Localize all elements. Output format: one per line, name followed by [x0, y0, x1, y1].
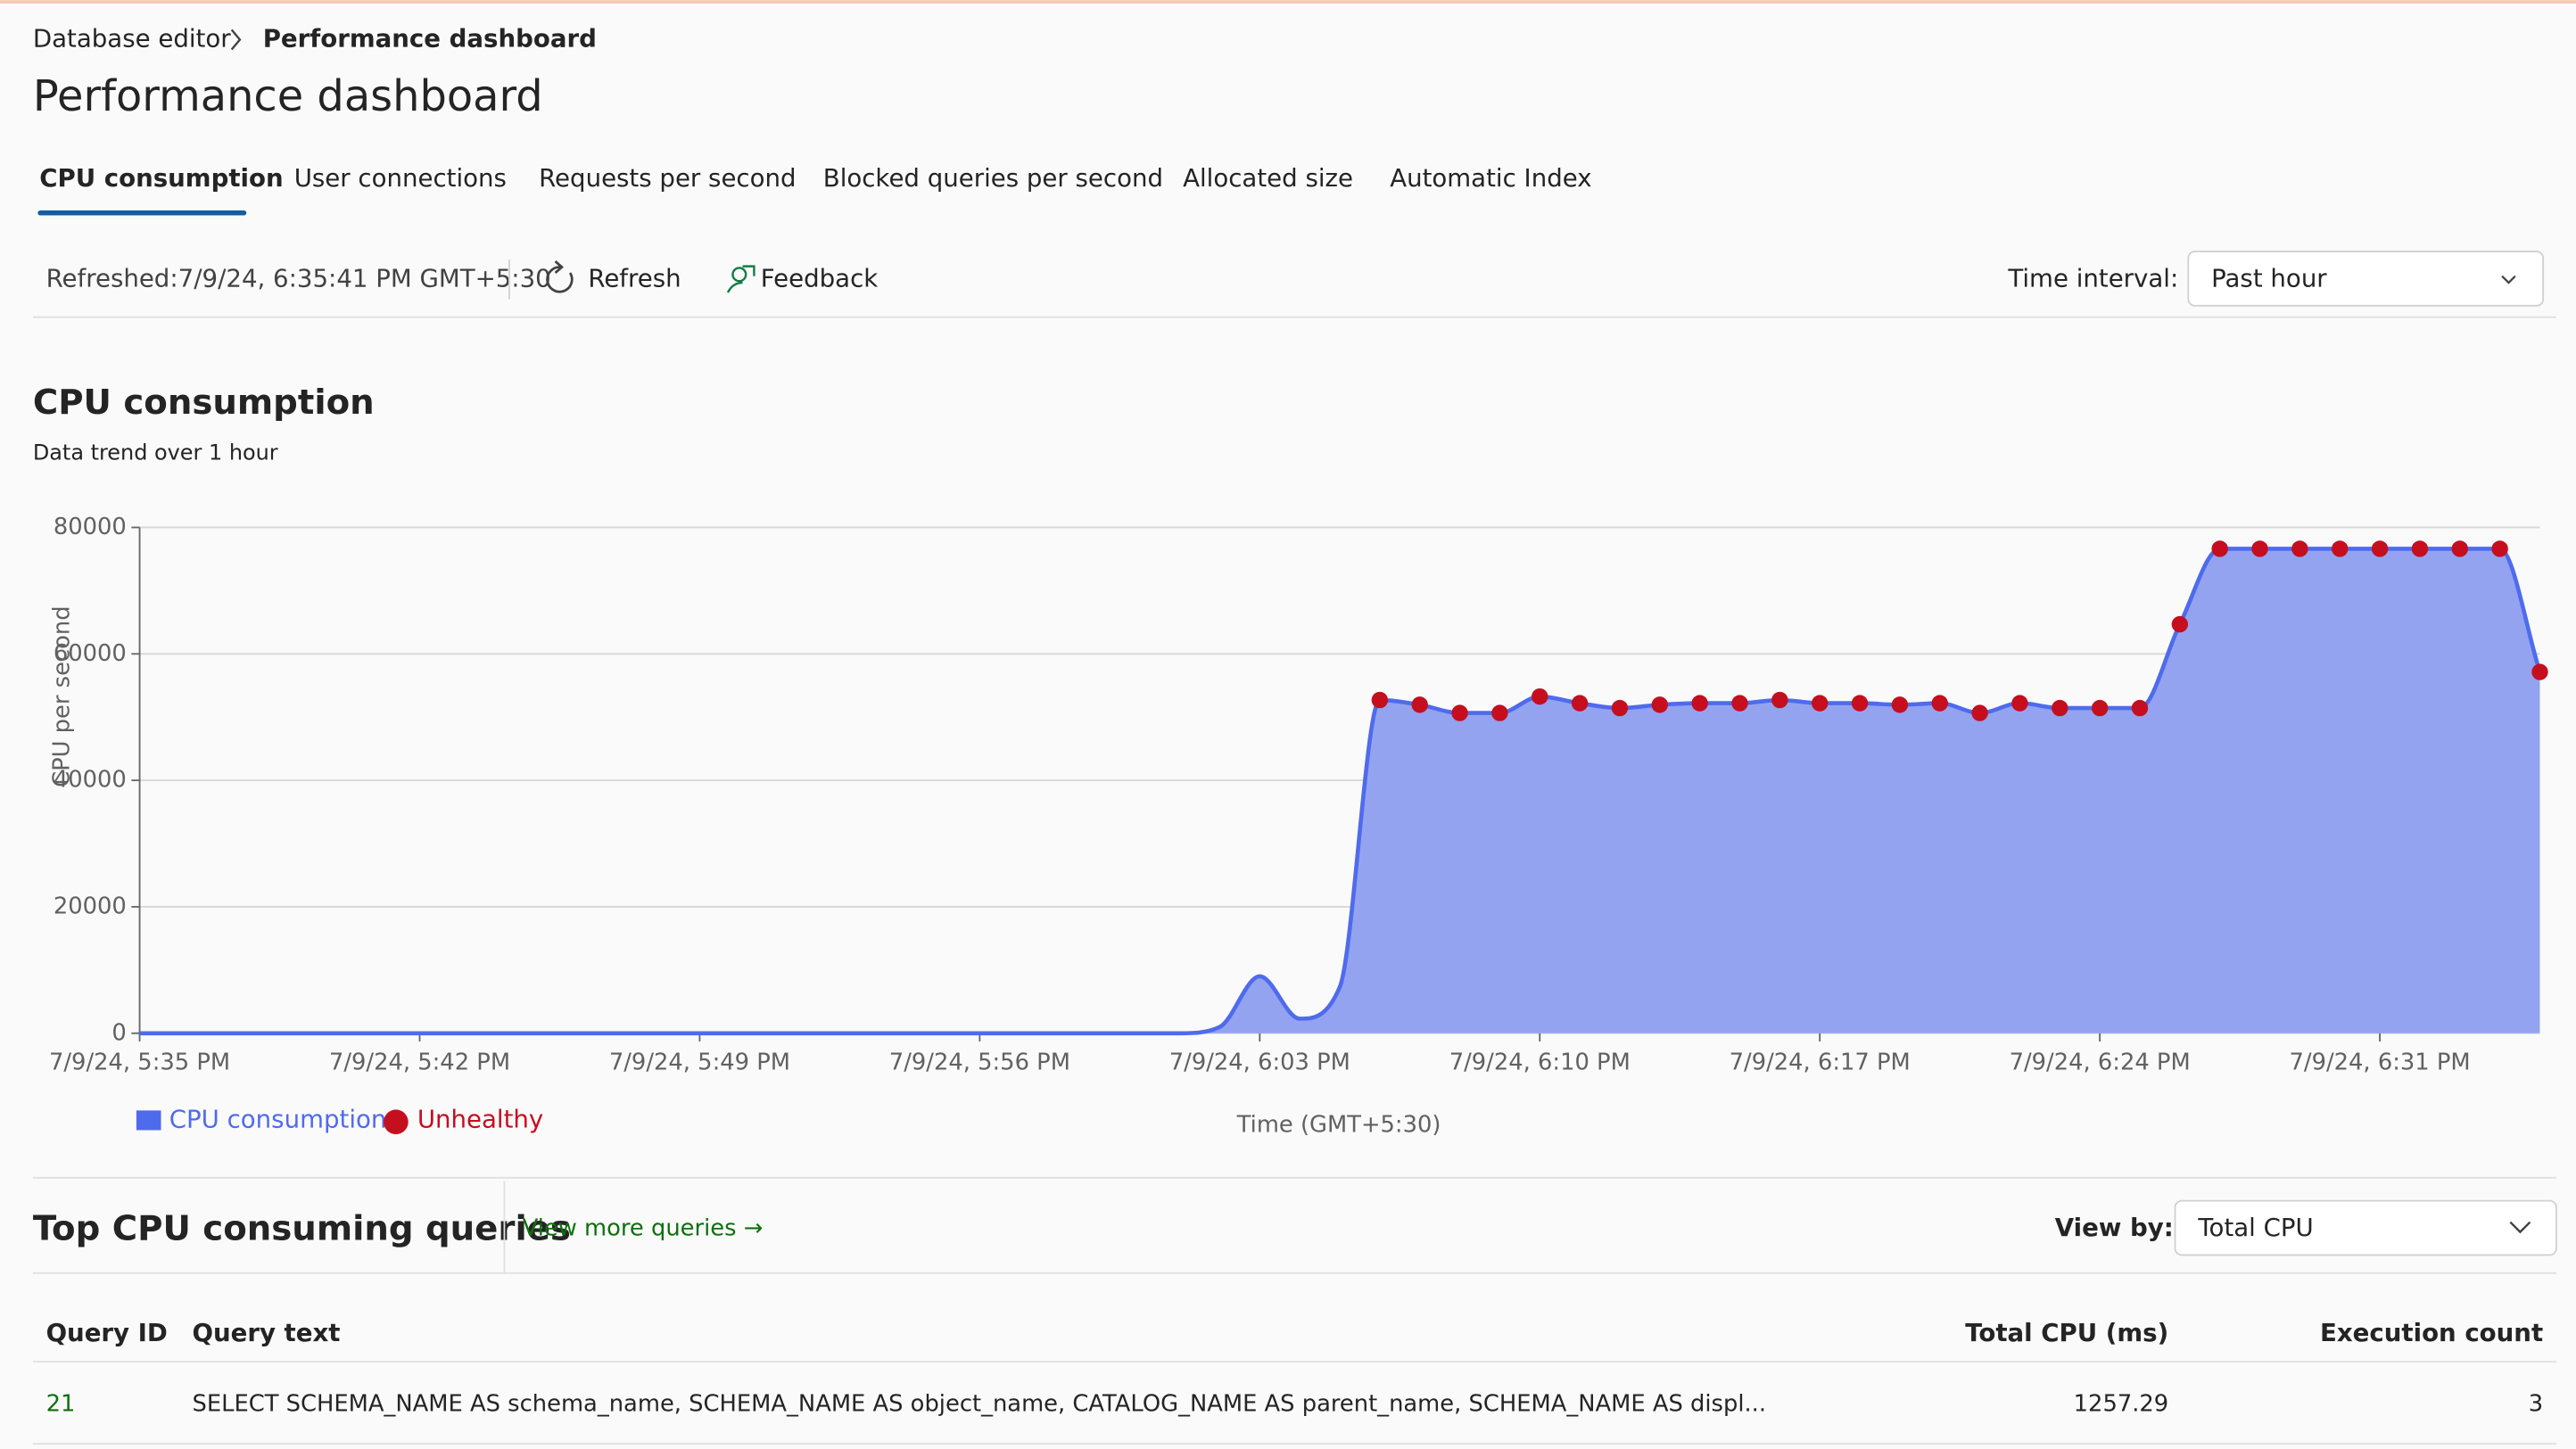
y-tick-label: 40000: [54, 767, 127, 794]
tab[interactable]: Blocked queries per second: [823, 163, 1163, 193]
unhealthy-point: [1371, 691, 1389, 709]
unhealthy-point: [1691, 695, 1708, 712]
x-tick-label: 7/9/24, 5:35 PM: [49, 1049, 230, 1075]
x-tick-label: 7/9/24, 5:42 PM: [329, 1049, 510, 1075]
dropdown-value[interactable]: Total CPU: [2197, 1213, 2313, 1242]
tab[interactable]: User connections: [294, 163, 507, 193]
x-tick-label: 7/9/24, 6:03 PM: [1169, 1049, 1350, 1075]
refreshed-time: Refreshed:7/9/24, 6:35:41 PM GMT+5:30: [46, 263, 551, 292]
feedback-button[interactable]: Feedback: [726, 263, 878, 293]
unhealthy-point: [1891, 696, 1909, 713]
unhealthy-point: [2251, 540, 2268, 557]
unhealthy-point: [1771, 691, 1788, 709]
feedback-label[interactable]: Feedback: [761, 263, 878, 292]
total-cpu: 1257.29: [2074, 1391, 2169, 1418]
tab[interactable]: Allocated size: [1183, 163, 1353, 193]
dropdown-box[interactable]: [2187, 251, 2545, 307]
dropdown-chevron: [2509, 1221, 2531, 1234]
tab[interactable]: Requests per second: [539, 163, 796, 193]
line: [139, 547, 2542, 1036]
unhealthy-point: [2291, 540, 2308, 557]
y-axis-label: CPU per second: [48, 605, 75, 786]
refresh-icon: [546, 266, 574, 293]
interval-dropdown[interactable]: Past hour: [2187, 251, 2545, 307]
dropdown-chevron: [2501, 275, 2516, 284]
unhealthy-point: [2091, 699, 2109, 717]
interval-label: Time interval:: [2007, 263, 2178, 292]
plot: 0 20000 40000 60000 80000 7/9/24, 5:35 PM 7/9/…: [49, 514, 2548, 1075]
unhealthy-point: [1651, 696, 1669, 713]
unhealthy-point: [1451, 704, 1468, 721]
page-title: Performance dashboard: [33, 72, 543, 121]
y-tick-label: 60000: [54, 640, 127, 667]
x-tick-label: 7/9/24, 6:10 PM: [1449, 1049, 1631, 1075]
unhealthy-point: [2211, 540, 2228, 557]
chart-subtitle: Data trend over 1 hour: [33, 440, 278, 465]
unhealthy-point: [1611, 699, 1629, 717]
unhealthy-point: [1731, 695, 1748, 712]
y-tick-label: 0: [111, 1019, 126, 1046]
x-tick-label: 7/9/24, 5:56 PM: [889, 1049, 1070, 1075]
unhealthy-point: [1811, 695, 1829, 712]
unhealthy-point: [2411, 540, 2429, 557]
execution-count: 3: [2529, 1391, 2543, 1418]
breadcrumb[interactable]: Database editor: [33, 23, 231, 53]
column-header[interactable]: Total CPU (ms): [1965, 1318, 2168, 1347]
refresh-button[interactable]: Refresh: [546, 260, 681, 293]
view-more-link[interactable]: View more queries →: [523, 1214, 764, 1241]
area: [139, 548, 2540, 1033]
query-text: SELECT SCHEMA_NAME AS schema_name, SCHEM…: [192, 1391, 1766, 1418]
dropdown-value[interactable]: Past hour: [2211, 263, 2327, 292]
column-header[interactable]: Execution count: [2320, 1318, 2543, 1347]
unhealthy-point: [2451, 540, 2468, 557]
chart-title: CPU consumption: [33, 383, 375, 423]
feedback-icon: [726, 265, 755, 293]
unhealthy-point: [2011, 695, 2028, 712]
tab[interactable]: Automatic Index: [1390, 163, 1591, 193]
unhealthy-point: [2371, 540, 2389, 557]
y-tick-label: 20000: [54, 893, 127, 919]
view-by-dropdown[interactable]: Total CPU: [2174, 1199, 2557, 1256]
dropdown-box[interactable]: [2174, 1199, 2557, 1256]
feedback-icon: [731, 267, 747, 283]
unhealthy-point: [2131, 699, 2149, 717]
unhealthy-point: [1931, 695, 1948, 712]
legend-label: Unhealthy: [417, 1104, 543, 1133]
unhealthy-point: [2491, 540, 2508, 557]
legend-label: CPU consumption: [169, 1104, 387, 1133]
unhealthy-point: [1571, 695, 1589, 712]
tab-indicator: [37, 210, 247, 216]
legend: CPU consumption Unhealthy: [136, 1104, 543, 1135]
legend-swatch: [384, 1109, 409, 1135]
unhealthy-point: [2531, 663, 2548, 680]
x-tick-label: 7/9/24, 6:24 PM: [2010, 1049, 2191, 1075]
refresh-icon-arrow: [554, 260, 565, 275]
unhealthy-point: [1411, 696, 1428, 713]
unhealthy-point: [1851, 695, 1869, 712]
unhealthy-point: [2052, 699, 2068, 717]
unhealthy-point: [2171, 615, 2189, 633]
unhealthy-point: [1971, 704, 1988, 721]
x-tick-label: 7/9/24, 6:31 PM: [2290, 1049, 2471, 1075]
section-title: Top CPU consuming queries: [33, 1208, 571, 1248]
y-tick-label: 80000: [54, 514, 127, 540]
refresh-label[interactable]: Refresh: [588, 263, 681, 292]
breadcrumb-current: Performance dashboard: [263, 23, 597, 53]
unhealthy-point: [1532, 687, 1548, 705]
breadcrumb-chevron: [230, 29, 242, 51]
x-tick-label: 7/9/24, 5:49 PM: [609, 1049, 790, 1075]
unhealthy-point: [1491, 704, 1508, 721]
x-tick-label: 7/9/24, 6:17 PM: [1730, 1049, 1911, 1075]
column-header[interactable]: Query ID: [46, 1318, 168, 1347]
x-axis-label: Time (GMT+5:30): [1236, 1111, 1441, 1138]
column-header[interactable]: Query text: [192, 1318, 340, 1347]
view-by-label: View by:: [2055, 1213, 2174, 1242]
unhealthy-point: [2332, 540, 2349, 557]
query-id-link[interactable]: 21: [46, 1391, 76, 1418]
tab[interactable]: CPU consumption: [39, 163, 283, 193]
legend-swatch: [136, 1110, 161, 1131]
